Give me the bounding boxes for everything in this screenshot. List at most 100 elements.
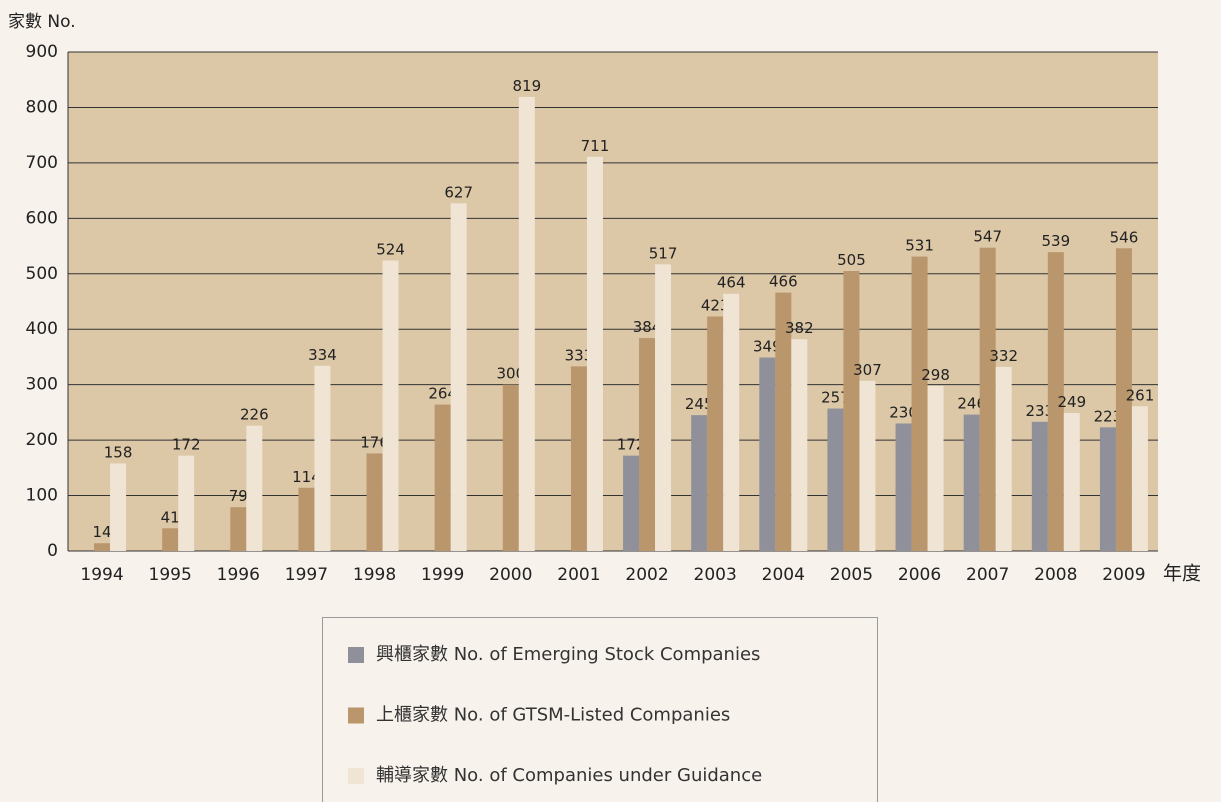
x-tick-label: 2002 bbox=[625, 565, 668, 585]
value-label: 245 bbox=[685, 395, 714, 413]
value-label: 172 bbox=[172, 436, 201, 454]
bar bbox=[1115, 248, 1132, 552]
bar bbox=[723, 293, 740, 551]
x-tick-label: 1994 bbox=[80, 565, 123, 585]
bar bbox=[1047, 252, 1064, 551]
bar bbox=[859, 380, 876, 551]
bar bbox=[827, 408, 844, 551]
value-label: 41 bbox=[161, 508, 180, 526]
y-tick-label: 400 bbox=[26, 319, 58, 339]
bar bbox=[1031, 421, 1048, 551]
value-label: 332 bbox=[989, 347, 1018, 365]
value-label: 517 bbox=[649, 244, 678, 262]
legend-swatch bbox=[348, 707, 364, 724]
value-label: 226 bbox=[240, 406, 269, 424]
y-tick-label: 600 bbox=[26, 208, 58, 228]
bar bbox=[586, 156, 603, 552]
bar bbox=[691, 415, 708, 551]
x-tick-label: 2008 bbox=[1034, 565, 1077, 585]
value-label: 423 bbox=[701, 296, 730, 314]
x-tick-label: 1997 bbox=[285, 565, 328, 585]
x-tick-label: 2000 bbox=[489, 565, 532, 585]
value-label: 230 bbox=[889, 403, 918, 421]
value-label: 524 bbox=[376, 240, 405, 258]
x-tick-label: 2001 bbox=[557, 565, 600, 585]
value-label: 264 bbox=[428, 385, 457, 403]
value-label: 464 bbox=[717, 274, 746, 292]
bar bbox=[895, 423, 912, 551]
legend-swatch bbox=[348, 647, 364, 663]
value-label: 249 bbox=[1057, 393, 1086, 411]
bar bbox=[843, 271, 860, 551]
y-tick-label: 100 bbox=[26, 486, 58, 506]
bar bbox=[230, 507, 247, 551]
x-tick-label: 1999 bbox=[421, 565, 464, 585]
bar bbox=[246, 425, 263, 551]
value-label: 223 bbox=[1094, 407, 1123, 425]
value-label: 172 bbox=[617, 436, 646, 454]
bar bbox=[110, 463, 127, 551]
legend-label: 興櫃家數 No. of Emerging Stock Companies bbox=[376, 644, 760, 665]
y-tick-label: 500 bbox=[26, 264, 58, 284]
y-tick-label: 700 bbox=[26, 153, 58, 173]
bar bbox=[570, 366, 587, 551]
value-label: 547 bbox=[973, 228, 1002, 246]
bar bbox=[178, 455, 195, 551]
bar bbox=[775, 292, 792, 551]
value-label: 114 bbox=[292, 468, 321, 486]
bar bbox=[791, 339, 808, 551]
y-axis-label: 家數 No. bbox=[8, 12, 76, 32]
bar bbox=[162, 528, 179, 551]
bar bbox=[298, 487, 315, 551]
value-label: 627 bbox=[444, 183, 473, 201]
value-label: 466 bbox=[769, 273, 798, 291]
bar bbox=[655, 264, 672, 551]
y-tick-label: 800 bbox=[26, 97, 58, 117]
bar bbox=[963, 414, 980, 551]
value-label: 334 bbox=[308, 346, 337, 364]
value-label: 349 bbox=[753, 337, 782, 355]
x-tick-label: 2004 bbox=[762, 565, 805, 585]
bar bbox=[995, 366, 1012, 551]
x-tick-label: 2005 bbox=[830, 565, 873, 585]
legend-swatch bbox=[348, 768, 364, 784]
bar bbox=[94, 543, 111, 551]
bar bbox=[639, 338, 656, 551]
bar bbox=[927, 385, 944, 551]
x-tick-label: 2003 bbox=[694, 565, 737, 585]
bar bbox=[450, 203, 467, 551]
bar bbox=[1063, 412, 1080, 551]
x-tick-label: 1996 bbox=[217, 565, 260, 585]
legend-label: 上櫃家數 No. of GTSM-Listed Companies bbox=[376, 705, 730, 726]
bar bbox=[623, 455, 640, 551]
value-label: 333 bbox=[565, 346, 594, 364]
bar bbox=[759, 357, 776, 551]
value-label: 384 bbox=[633, 318, 662, 336]
x-tick-label: 2009 bbox=[1102, 565, 1145, 585]
legend-label: 輔導家數 No. of Companies under Guidance bbox=[376, 765, 762, 786]
bar bbox=[518, 96, 535, 551]
x-tick-label: 1998 bbox=[353, 565, 396, 585]
value-label: 819 bbox=[512, 77, 541, 95]
value-label: 176 bbox=[360, 433, 389, 451]
value-label: 711 bbox=[581, 137, 610, 155]
bar bbox=[382, 260, 399, 551]
value-label: 257 bbox=[821, 389, 850, 407]
value-label: 233 bbox=[1025, 402, 1054, 420]
bar bbox=[911, 256, 928, 551]
value-label: 307 bbox=[853, 361, 882, 379]
value-label: 79 bbox=[229, 487, 248, 505]
x-tick-label: 1995 bbox=[149, 565, 192, 585]
value-label: 158 bbox=[104, 443, 133, 461]
y-tick-label: 0 bbox=[47, 541, 58, 561]
value-label: 539 bbox=[1041, 232, 1070, 250]
bar bbox=[502, 384, 519, 551]
value-label: 531 bbox=[905, 237, 934, 255]
value-label: 546 bbox=[1110, 228, 1139, 246]
legend-box bbox=[322, 617, 878, 802]
y-tick-label: 200 bbox=[26, 430, 58, 450]
y-tick-label: 900 bbox=[26, 42, 58, 62]
x-tick-label: 2007 bbox=[966, 565, 1009, 585]
x-tick-label: 2006 bbox=[898, 565, 941, 585]
